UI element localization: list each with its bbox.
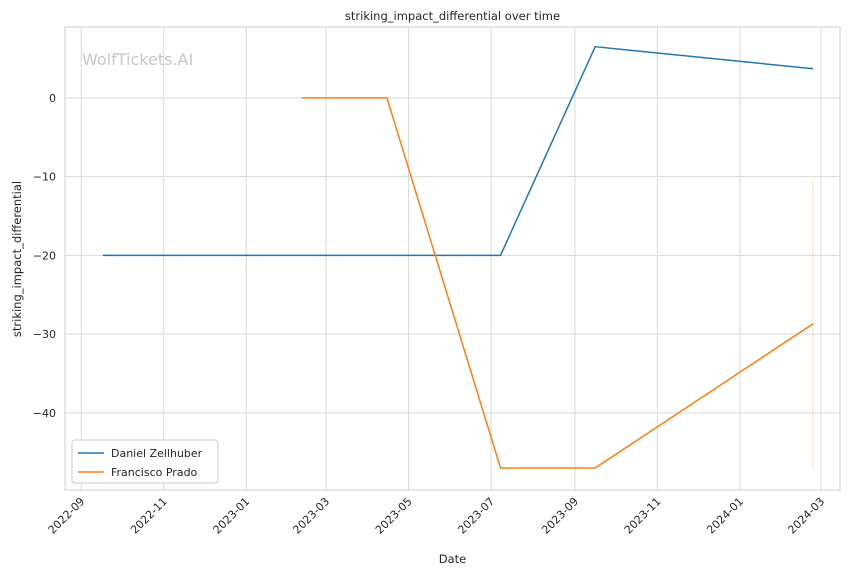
y-tick-label: 0: [49, 92, 56, 105]
x-tick-label: 2023-05: [373, 495, 415, 537]
series-line-francisco-prado: [301, 97, 814, 469]
y-axis-ticks: 0 −10 −20 −30 −40: [33, 92, 56, 420]
watermark: WolfTickets.AI: [82, 50, 193, 69]
y-tick-label: −10: [33, 171, 56, 184]
x-tick-label: 2024-01: [704, 495, 746, 537]
y-tick-label: −40: [33, 407, 56, 420]
x-tick-label: 2023-01: [211, 495, 253, 537]
x-axis-ticks: 2022-09 2022-11 2023-01 2023-03 2023-05 2023-…: [46, 495, 828, 537]
x-tick-label: 2024-03: [785, 495, 827, 537]
legend-label: Daniel Zellhuber: [111, 447, 203, 460]
plot-area: [64, 26, 841, 491]
series-lines: [102, 45, 814, 469]
x-axis-label: Date: [439, 552, 467, 566]
x-tick-label: 2023-09: [539, 495, 581, 537]
legend-box: [71, 439, 219, 484]
x-tick-label: 2023-07: [455, 495, 497, 537]
x-tick-label: 2022-11: [128, 495, 170, 537]
series-line-daniel-zellhuber: [102, 45, 814, 257]
x-tick-label: 2023-11: [622, 495, 664, 537]
chart-title: striking_impact_differential over time: [345, 9, 560, 23]
x-tick-label: 2022-09: [46, 495, 88, 537]
y-tick-label: −30: [33, 328, 56, 341]
legend-label: Francisco Prado: [111, 466, 198, 479]
y-axis-label: striking_impact_differential: [10, 181, 24, 337]
x-tick-label: 2023-03: [290, 495, 332, 537]
legend: Daniel Zellhuber Francisco Prado: [71, 439, 219, 484]
y-tick-label: −20: [33, 249, 56, 262]
